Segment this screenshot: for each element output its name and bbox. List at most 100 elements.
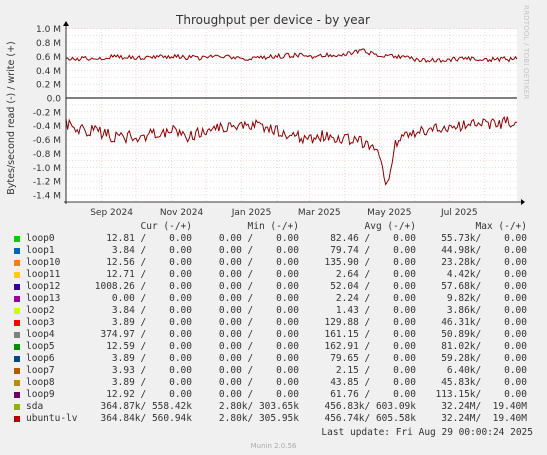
x-tick-label: Mar 2025 (298, 208, 341, 218)
legend-name: loop5 (26, 341, 55, 352)
legend-swatch (14, 392, 20, 398)
chart-title: Throughput per device - by year (175, 13, 370, 27)
legend-cur: 3.89 / 0.00 (111, 353, 192, 364)
legend-avg: 2.24 / 0.00 (335, 293, 416, 304)
legend-min: 0.00 / 0.00 (218, 257, 299, 268)
throughput-chart: Throughput per device - by year Bytes/se… (6, 13, 525, 218)
legend-avg: 61.76 / 0.00 (330, 389, 416, 400)
x-tick-label: Jan 2025 (231, 208, 272, 218)
x-axis-arrow (521, 199, 525, 205)
legend-min: 0.00 / 0.00 (218, 317, 299, 328)
legend-table: Cur (-/+) Min (-/+) Avg (-/+) Max (-/+) … (0, 221, 547, 425)
legend-avg: 79.74 / 0.00 (330, 245, 416, 256)
y-tick-label: -1.2 M (33, 178, 61, 188)
x-tick-label: May 2025 (367, 208, 411, 218)
legend-name: ubuntu-lv (26, 413, 78, 424)
legend-avg: 52.04 / 0.00 (330, 281, 416, 292)
legend-cur: 3.84 / 0.00 (111, 245, 192, 256)
y-tick-label: 0.6 M (36, 53, 61, 63)
y-tick-label: -0.4 M (33, 122, 61, 132)
legend-cur: 12.92 / 0.00 (106, 389, 192, 400)
legend-rows: loop0 12.81 / 0.00 0.00 / 0.00 82.46 / 0.00… (0, 233, 547, 425)
legend-name: loop11 (26, 269, 61, 280)
legend-row: loop12 1008.26 / 0.00 0.00 / 0.00 52.04 / 0… (0, 281, 547, 293)
x-tick-label: Jul 2025 (440, 208, 478, 218)
legend-min: 2.80k/ 303.65k (218, 401, 299, 412)
legend-min: 0.00 / 0.00 (218, 353, 299, 364)
legend-swatch (14, 272, 20, 278)
legend-swatch (14, 284, 20, 290)
y-tick-label: 0.0 (47, 95, 62, 105)
legend-cur: 364.87k/ 558.42k (100, 401, 192, 412)
legend-swatch (14, 416, 20, 422)
legend-avg: 2.64 / 0.00 (335, 269, 416, 280)
legend-max: 32.24M/ 19.40M (441, 413, 527, 424)
legend-header: Cur (-/+) Min (-/+) Avg (-/+) Max (-/+) (0, 221, 547, 233)
legend-min: 0.00 / 0.00 (218, 365, 299, 376)
legend-swatch (14, 236, 20, 242)
legend-name: loop12 (26, 281, 61, 292)
legend-min: 0.00 / 0.00 (218, 389, 299, 400)
legend-max: 4.42k/ 0.00 (446, 269, 527, 280)
legend-avg: 82.46 / 0.00 (330, 233, 416, 244)
y-tick-label: 0.2 M (36, 81, 61, 91)
legend-row: loop7 3.93 / 0.00 0.00 / 0.00 2.15 / 0.00 6.… (0, 365, 547, 377)
legend-max: 55.73k/ 0.00 (441, 233, 527, 244)
y-tick-label: -0.2 M (33, 108, 61, 118)
y-tick-label: 0.8 M (36, 39, 61, 49)
legend-name: loop9 (26, 389, 55, 400)
y-tick-labels: 1.0 M 0.8 M 0.6 M 0.4 M 0.2 M 0.0 -0.2 M -0.4 M… (33, 25, 61, 201)
header-max: Max (-/+) (475, 221, 527, 232)
y-tick-label: -0.8 M (33, 150, 61, 160)
legend-row: loop8 3.89 / 0.00 0.00 / 0.00 43.85 / 0.00 4… (0, 377, 547, 389)
legend-max: 44.98k/ 0.00 (441, 245, 527, 256)
legend-avg: 135.90 / 0.00 (324, 257, 416, 268)
legend-swatch (14, 404, 20, 410)
legend-row: loop5 12.59 / 0.00 0.00 / 0.00 162.91 / 0.0… (0, 341, 547, 353)
series-line-read (65, 115, 518, 186)
legend-max: 113.15k/ 0.00 (435, 389, 527, 400)
legend-name: loop13 (26, 293, 61, 304)
legend-min: 2.80k/ 305.95k (218, 413, 299, 424)
legend-min: 0.00 / 0.00 (218, 341, 299, 352)
legend-avg: 129.88 / 0.00 (324, 317, 416, 328)
legend-name: loop3 (26, 317, 55, 328)
legend-row: loop1 3.84 / 0.00 0.00 / 0.00 79.74 / 0.00 4… (0, 245, 547, 257)
x-tick-labels: Sep 2024 Nov 2024 Jan 2025 Mar 2025 May 2025… (90, 208, 477, 218)
legend-swatch (14, 248, 20, 254)
plot-area (66, 29, 517, 202)
legend-max: 23.28k/ 0.00 (441, 257, 527, 268)
last-update: Last update: Fri Aug 29 00:00:24 2025 (321, 427, 533, 438)
header-cur: Cur (-/+) (140, 221, 192, 232)
legend-cur: 12.81 / 0.00 (106, 233, 192, 244)
legend-row: loop9 12.92 / 0.00 0.00 / 0.00 61.76 / 0.00… (0, 389, 547, 401)
legend-cur: 3.89 / 0.00 (111, 317, 192, 328)
legend-cur: 12.71 / 0.00 (106, 269, 192, 280)
legend-swatch (14, 296, 20, 302)
legend-cur: 12.56 / 0.00 (106, 257, 192, 268)
legend-min: 0.00 / 0.00 (218, 305, 299, 316)
legend-min: 0.00 / 0.00 (218, 233, 299, 244)
legend-max: 57.68k/ 0.00 (441, 281, 527, 292)
series-layer (65, 48, 518, 186)
legend-row: ubuntu-lv 364.84k/ 560.94k 2.80k/ 305.95k 4… (0, 413, 547, 425)
header-min: Min (-/+) (247, 221, 299, 232)
legend-cur: 1008.26 / 0.00 (94, 281, 192, 292)
legend-cur: 0.00 / 0.00 (111, 293, 192, 304)
legend-row: loop10 12.56 / 0.00 0.00 / 0.00 135.90 / 0.… (0, 257, 547, 269)
series-line-write (65, 48, 518, 64)
legend-swatch (14, 320, 20, 326)
legend-avg: 456.83k/ 603.09k (324, 401, 416, 412)
legend-row: loop6 3.89 / 0.00 0.00 / 0.00 79.65 / 0.00 5… (0, 353, 547, 365)
legend-name: loop0 (26, 233, 55, 244)
legend-avg: 456.74k/ 605.58k (324, 413, 416, 424)
legend-swatch (14, 308, 20, 314)
legend-max: 3.86k/ 0.00 (446, 305, 527, 316)
legend-avg: 79.65 / 0.00 (330, 353, 416, 364)
legend-cur: 374.97 / 0.00 (100, 329, 192, 340)
legend-cur: 12.59 / 0.00 (106, 341, 192, 352)
legend-cur: 3.93 / 0.00 (111, 365, 192, 376)
legend-avg: 2.15 / 0.00 (335, 365, 416, 376)
legend-min: 0.00 / 0.00 (218, 293, 299, 304)
legend-name: loop7 (26, 365, 55, 376)
